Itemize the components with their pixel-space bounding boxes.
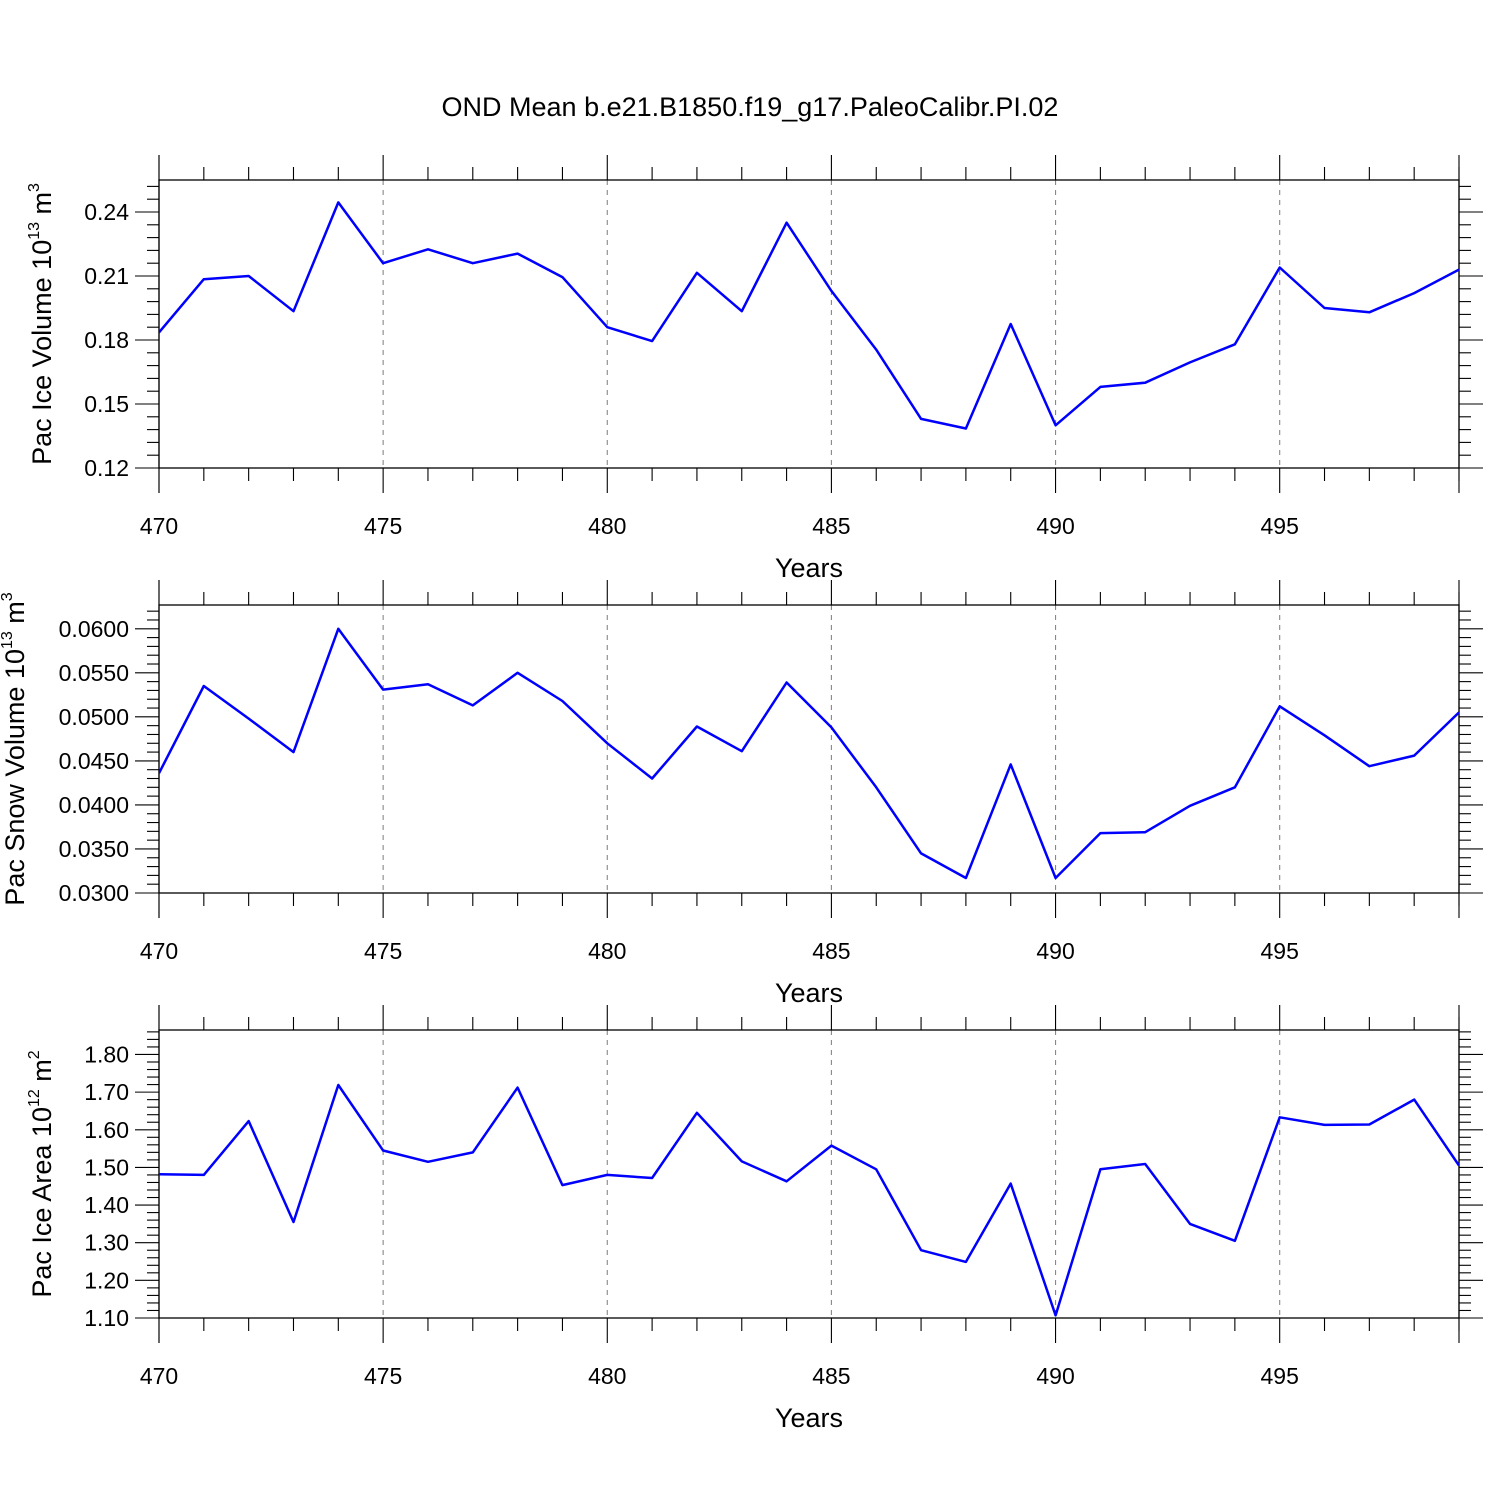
- y-axis-label-text: Pac Snow Volume 10: [0, 649, 30, 906]
- x-tick-label: 495: [1261, 1363, 1299, 1389]
- y-axis-label: Pac Ice Area 1012 m2: [26, 1050, 57, 1297]
- x-axis-label: Years: [775, 1403, 843, 1433]
- series-line: [159, 201, 1459, 430]
- y-tick-label: 0.0400: [59, 792, 129, 818]
- y-axis-label-text: m: [27, 1059, 57, 1089]
- y-tick-label: 0.21: [84, 263, 129, 289]
- y-axis-label: Pac Ice Volume 1013 m3: [26, 183, 57, 465]
- y-axis-label-superscript: 13: [26, 222, 43, 240]
- x-tick-label: 490: [1036, 1363, 1074, 1389]
- y-axis-label-superscript: 3: [26, 183, 43, 192]
- y-tick-label: 0.0450: [59, 748, 129, 774]
- x-tick-label: 495: [1261, 938, 1299, 964]
- panels: 0.12 0.15 0.18 0.21 0.24 470 475 480 485 490 495 Ye…: [0, 155, 1483, 1433]
- y-tick-label: 1.40: [84, 1192, 129, 1218]
- panel-3: 1.10 1.20 1.30 1.40 1.50 1.60 1.70 1.80 470 475 48…: [26, 1005, 1483, 1433]
- y-tick-label: 1.30: [84, 1230, 129, 1256]
- y-tick-label: 0.18: [84, 327, 129, 353]
- x-tick-label: 470: [140, 513, 178, 539]
- y-axis-label-superscript: 2: [26, 1050, 43, 1059]
- series-line: [159, 1083, 1459, 1317]
- y-tick-label: 0.0600: [59, 616, 129, 642]
- y-tick-label: 1.50: [84, 1154, 129, 1180]
- y-axis-label-superscript: 13: [0, 631, 16, 649]
- y-axis-label-superscript: 3: [0, 592, 16, 601]
- y-tick-label: 0.15: [84, 391, 129, 417]
- x-axis-label: Years: [775, 978, 843, 1008]
- y-tick-label: 1.80: [84, 1041, 129, 1067]
- y-axis-label-text: m: [27, 192, 57, 222]
- y-axis-label-superscript: 12: [26, 1089, 43, 1107]
- x-tick-label: 480: [588, 513, 626, 539]
- x-tick-label: 470: [140, 1363, 178, 1389]
- panel-2: 0.0300 0.0350 0.0400 0.0450 0.0500 0.0550 0.06…: [0, 580, 1483, 1008]
- x-tick-label: 485: [812, 1363, 850, 1389]
- x-tick-label: 475: [364, 938, 402, 964]
- y-axis-label-text: Pac Ice Volume 10: [27, 240, 57, 465]
- y-axis-label: Pac Snow Volume 1013 m3: [0, 592, 30, 905]
- y-tick-label: 1.60: [84, 1117, 129, 1143]
- y-tick-label: 1.20: [84, 1267, 129, 1293]
- x-tick-label: 490: [1036, 513, 1074, 539]
- x-tick-label: 480: [588, 938, 626, 964]
- y-tick-label: 0.0300: [59, 880, 129, 906]
- x-tick-label: 475: [364, 513, 402, 539]
- x-tick-label: 475: [364, 1363, 402, 1389]
- y-tick-label: 0.0350: [59, 836, 129, 862]
- y-tick-label: 0.0500: [59, 704, 129, 730]
- x-tick-label: 490: [1036, 938, 1074, 964]
- y-tick-label: 0.12: [84, 455, 129, 481]
- panel-1: 0.12 0.15 0.18 0.21 0.24 470 475 480 485 490 495 Ye…: [26, 155, 1483, 583]
- x-tick-label: 485: [812, 513, 850, 539]
- x-tick-label: 480: [588, 1363, 626, 1389]
- plot-frame: [158, 1029, 1460, 1319]
- y-axis-label-text: m: [0, 601, 30, 631]
- x-tick-label: 470: [140, 938, 178, 964]
- y-tick-label: 1.70: [84, 1079, 129, 1105]
- y-axis-label-text: Pac Ice Area 10: [27, 1107, 57, 1298]
- y-tick-label: 0.24: [84, 199, 129, 225]
- y-tick-label: 1.10: [84, 1305, 129, 1331]
- x-axis-label: Years: [775, 553, 843, 583]
- figure-title: OND Mean b.e21.B1850.f19_g17.PaleoCalibr…: [442, 92, 1059, 122]
- series-line: [159, 627, 1459, 880]
- x-tick-label: 485: [812, 938, 850, 964]
- x-tick-label: 495: [1261, 513, 1299, 539]
- y-tick-label: 0.0550: [59, 660, 129, 686]
